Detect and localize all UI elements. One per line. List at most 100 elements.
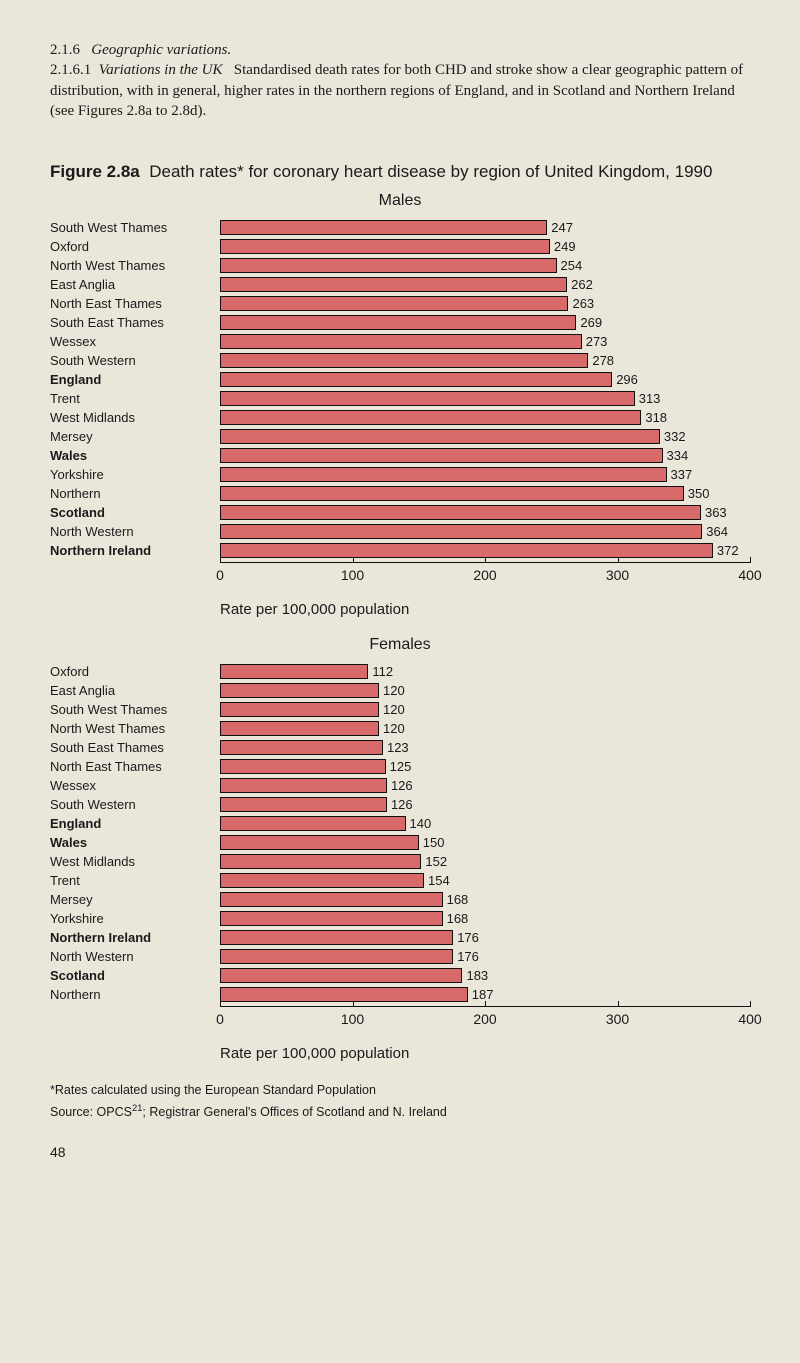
region-label: West Midlands <box>50 854 135 869</box>
males-chart-title: Males <box>50 192 750 210</box>
region-label: North Western <box>50 524 134 539</box>
bar-value: 247 <box>551 220 573 235</box>
bar-value: 154 <box>428 873 450 888</box>
axis-tick-label: 0 <box>216 1011 224 1027</box>
region-label: Wales <box>50 448 87 463</box>
bar <box>220 334 582 349</box>
axis-tick-label: 400 <box>738 567 761 583</box>
bar-value: 187 <box>472 987 494 1002</box>
bar-value: 249 <box>554 239 576 254</box>
figure-caption: Figure 2.8a Death rates* for coronary he… <box>50 161 750 184</box>
region-label: Northern Ireland <box>50 930 151 945</box>
axis-tick-label: 300 <box>606 567 629 583</box>
bar <box>220 797 387 812</box>
bar <box>220 486 684 501</box>
bar <box>220 353 588 368</box>
region-label: Northern <box>50 987 101 1002</box>
bar-value: 263 <box>572 296 594 311</box>
bar <box>220 543 713 558</box>
males-x-axis: 0100200300400 <box>220 562 750 595</box>
region-label: Oxford <box>50 239 89 254</box>
bar <box>220 816 406 831</box>
figure-label: Figure 2.8a <box>50 162 140 181</box>
bar <box>220 683 379 698</box>
region-label: East Anglia <box>50 683 115 698</box>
region-label: Wales <box>50 835 87 850</box>
bar-value: 152 <box>425 854 447 869</box>
region-label: East Anglia <box>50 277 115 292</box>
bar-value: 168 <box>447 911 469 926</box>
females-chart: Females Oxford East Anglia South West Tham… <box>50 636 750 1039</box>
region-label: South East Thames <box>50 315 164 330</box>
bar <box>220 277 567 292</box>
bar <box>220 372 612 387</box>
region-label: North Western <box>50 949 134 964</box>
region-label: North West Thames <box>50 258 165 273</box>
bar-value: 350 <box>688 486 710 501</box>
bar-value: 120 <box>383 721 405 736</box>
region-label: South Western <box>50 353 136 368</box>
bar <box>220 524 702 539</box>
region-label: South Western <box>50 797 136 812</box>
bar-value: 363 <box>705 505 727 520</box>
region-label: Northern Ireland <box>50 543 151 558</box>
bar <box>220 702 379 717</box>
bar <box>220 315 576 330</box>
region-label: Scotland <box>50 968 105 983</box>
intro-paragraph: 2.1.6 Geographic variations. 2.1.6.1 Var… <box>50 40 750 121</box>
bar-value: 125 <box>390 759 412 774</box>
bar <box>220 854 421 869</box>
subsection-title: Variations in the UK <box>99 62 223 78</box>
region-label: Trent <box>50 873 80 888</box>
bar-value: 176 <box>457 930 479 945</box>
bar <box>220 220 547 235</box>
bar <box>220 930 453 945</box>
bar-value: 273 <box>586 334 608 349</box>
bar <box>220 759 386 774</box>
region-label: Oxford <box>50 664 89 679</box>
bar <box>220 721 379 736</box>
region-label: South West Thames <box>50 702 167 717</box>
bar <box>220 911 443 926</box>
region-label: Mersey <box>50 892 93 907</box>
bar-value: 372 <box>717 543 739 558</box>
bar-value: 140 <box>410 816 432 831</box>
footnotes: *Rates calculated using the European Sta… <box>50 1080 750 1124</box>
region-label: Northern <box>50 486 101 501</box>
males-chart: Males South West Thames Oxford North West … <box>50 192 750 595</box>
bar-value: 364 <box>706 524 728 539</box>
bar <box>220 987 468 1002</box>
region-label: North East Thames <box>50 296 162 311</box>
region-label: South West Thames <box>50 220 167 235</box>
bar-value: 254 <box>561 258 583 273</box>
bar <box>220 892 443 907</box>
axis-tick-label: 0 <box>216 567 224 583</box>
bar-value: 318 <box>645 410 667 425</box>
bar-value: 126 <box>391 797 413 812</box>
region-label: England <box>50 372 101 387</box>
bar-value: 269 <box>580 315 602 330</box>
bar-value: 334 <box>667 448 689 463</box>
bar <box>220 296 568 311</box>
bar-value: 150 <box>423 835 445 850</box>
bar-value: 112 <box>372 664 393 679</box>
bar <box>220 448 663 463</box>
region-label: South East Thames <box>50 740 164 755</box>
females-chart-title: Females <box>50 636 750 654</box>
bar-value: 332 <box>664 429 686 444</box>
females-axis-title: Rate per 100,000 population <box>220 1045 750 1062</box>
bar-value: 183 <box>466 968 488 983</box>
bar <box>220 778 387 793</box>
region-label: North East Thames <box>50 759 162 774</box>
region-label: Scotland <box>50 505 105 520</box>
figure-title: Death rates* for coronary heart disease … <box>149 162 712 181</box>
axis-tick-label: 300 <box>606 1011 629 1027</box>
bar <box>220 664 368 679</box>
region-label: North West Thames <box>50 721 165 736</box>
axis-tick-label: 200 <box>473 567 496 583</box>
bar-value: 176 <box>457 949 479 964</box>
bar-value: 120 <box>383 702 405 717</box>
bar <box>220 740 383 755</box>
region-label: West Midlands <box>50 410 135 425</box>
axis-tick-label: 100 <box>341 1011 364 1027</box>
